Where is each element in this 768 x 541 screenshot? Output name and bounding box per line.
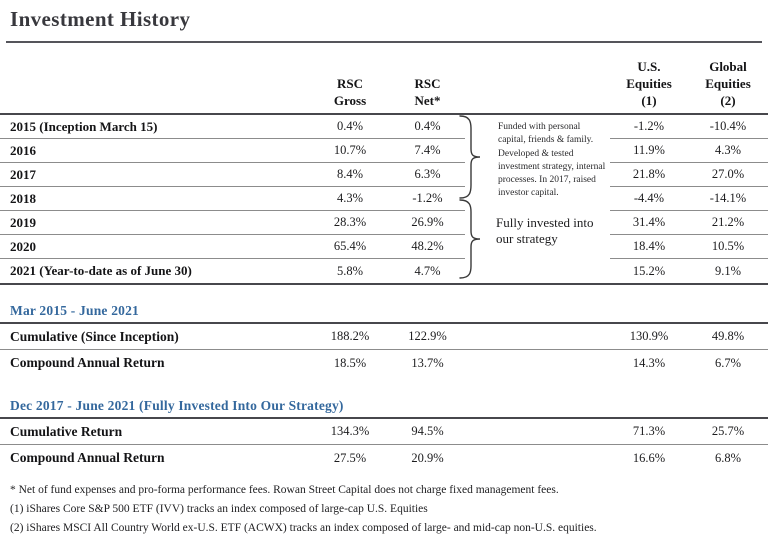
rsc-net-value: 7.4% bbox=[390, 139, 465, 163]
footnote-acwx: (2) iShares MSCI All Country World ex-U.… bbox=[10, 522, 597, 534]
rsc-net-value: 20.9% bbox=[411, 450, 444, 465]
rsc-net-value: 48.2% bbox=[390, 235, 465, 259]
rsc-net-value: 122.9% bbox=[408, 329, 447, 343]
rsc-gross-value: 188.2% bbox=[330, 329, 370, 343]
year-label: 2019 bbox=[0, 211, 310, 235]
table-header-row: RSC Gross RSC Net* U.S. Equities (1) Glo… bbox=[0, 45, 768, 113]
us-equities-value: 11.9% bbox=[610, 139, 688, 163]
year-label: 2021 (Year-to-date as of June 30) bbox=[10, 263, 192, 278]
page-title: Investment History bbox=[10, 7, 191, 31]
table-row-2020: 2020 65.4% 48.2% 18.4% 10.5% bbox=[0, 235, 768, 259]
brace-early-years-icon bbox=[459, 115, 481, 199]
us-equities-value: 14.3% bbox=[632, 355, 666, 370]
global-equities-value: 10.5% bbox=[688, 235, 768, 259]
header-divider bbox=[0, 113, 768, 115]
us-equities-value: -4.4% bbox=[610, 187, 688, 211]
rsc-net-value: 13.7% bbox=[411, 355, 444, 370]
year-label: 2015 (Inception March 15) bbox=[0, 115, 310, 139]
table-row-2019: 2019 28.3% 26.9% 31.4% 21.2% bbox=[0, 211, 768, 235]
summary-row-cumulative: Cumulative (Since Inception) 188.2% 122.… bbox=[0, 324, 768, 350]
global-equities-value: 4.3% bbox=[688, 139, 768, 163]
section-heading-divider bbox=[0, 322, 768, 324]
summary-row-cumulative: Cumulative Return 134.3% 94.5% 71.3% 25.… bbox=[0, 419, 768, 445]
rsc-gross-value: 8.4% bbox=[310, 163, 390, 187]
table-bottom-divider bbox=[0, 283, 768, 285]
rsc-gross-value: 27.5% bbox=[333, 450, 367, 465]
summary-row-compound: Compound Annual Return 18.5% 13.7% 14.3%… bbox=[0, 350, 768, 376]
global-equities-value: -14.1% bbox=[688, 187, 768, 211]
annotation-overlay: Funded with personal capital, friends & … bbox=[458, 113, 614, 285]
rsc-gross-value: 18.5% bbox=[333, 355, 367, 370]
us-equities-value: 31.4% bbox=[610, 211, 688, 235]
section-heading-divider bbox=[0, 417, 768, 419]
year-label: 2016 bbox=[0, 139, 310, 163]
section-heading: Dec 2017 - June 2021 (Fully Invested Int… bbox=[10, 398, 344, 413]
us-equities-value: 21.8% bbox=[610, 163, 688, 187]
rsc-net-value: 26.9% bbox=[390, 211, 465, 235]
year-label: 2017 bbox=[0, 163, 310, 187]
global-equities-value: 6.7% bbox=[714, 355, 742, 370]
footnote-net-fees: * Net of fund expenses and pro-forma per… bbox=[10, 484, 559, 496]
table-row-2018: 2018 4.3% -1.2% -4.4% -14.1% bbox=[0, 187, 768, 211]
returns-table: RSC Gross RSC Net* U.S. Equities (1) Glo… bbox=[0, 45, 768, 471]
us-equities-value: -1.2% bbox=[610, 115, 688, 139]
rsc-gross-value: 4.3% bbox=[310, 187, 390, 211]
header-annotation-spacer bbox=[465, 45, 610, 113]
rsc-gross-value: 10.7% bbox=[310, 139, 390, 163]
footnotes: * Net of fund expenses and pro-forma per… bbox=[10, 481, 760, 538]
annotation-later-years: Fully invested into our strategy bbox=[496, 215, 594, 247]
summary-label: Cumulative (Since Inception) bbox=[10, 328, 179, 344]
section-fully-invested: Dec 2017 - June 2021 (Fully Invested Int… bbox=[0, 396, 768, 471]
summary-row-compound: Compound Annual Return 27.5% 20.9% 16.6%… bbox=[0, 445, 768, 471]
global-equities-value: 49.8% bbox=[711, 329, 745, 343]
global-equities-value: 21.2% bbox=[688, 211, 768, 235]
section-heading: Mar 2015 - June 2021 bbox=[10, 303, 139, 318]
column-header-global-equities: Global Equities (2) bbox=[705, 59, 751, 109]
global-equities-value: -10.4% bbox=[688, 115, 768, 139]
section-since-inception: Mar 2015 - June 2021 Cumulative (Since I… bbox=[0, 301, 768, 376]
footnote-ivv: (1) iShares Core S&P 500 ETF (IVV) track… bbox=[10, 503, 428, 515]
annotation-early-years: Funded with personal capital, friends & … bbox=[498, 122, 606, 199]
rsc-net-value: 0.4% bbox=[390, 115, 465, 139]
global-equities-value: 9.1% bbox=[714, 263, 742, 278]
summary-label: Compound Annual Return bbox=[10, 450, 165, 465]
rsc-net-value: 6.3% bbox=[390, 163, 465, 187]
title-divider bbox=[6, 41, 762, 43]
column-header-rsc-gross: RSC Gross bbox=[333, 76, 367, 109]
rsc-gross-value: 5.8% bbox=[336, 263, 364, 278]
brace-later-years-icon bbox=[459, 199, 481, 279]
header-spacer bbox=[0, 45, 310, 113]
table-row-2021: 2021 (Year-to-date as of June 30) 5.8% 4… bbox=[0, 259, 768, 283]
rsc-gross-value: 65.4% bbox=[310, 235, 390, 259]
rsc-gross-value: 28.3% bbox=[310, 211, 390, 235]
global-equities-value: 25.7% bbox=[711, 424, 745, 438]
year-label: 2018 bbox=[0, 187, 310, 211]
table-row-2017: 2017 8.4% 6.3% 21.8% 27.0% bbox=[0, 163, 768, 187]
rsc-net-value: 94.5% bbox=[411, 424, 444, 438]
table-row-2016: 2016 10.7% 7.4% 11.9% 4.3% bbox=[0, 139, 768, 163]
us-equities-value: 18.4% bbox=[610, 235, 688, 259]
rsc-net-value: 4.7% bbox=[414, 263, 441, 278]
column-header-us-equities: U.S. Equities (1) bbox=[626, 59, 672, 109]
summary-label: Compound Annual Return bbox=[10, 355, 165, 370]
summary-label: Cumulative Return bbox=[10, 423, 123, 439]
year-label: 2020 bbox=[0, 235, 310, 259]
us-equities-value: 71.3% bbox=[632, 424, 666, 438]
global-equities-value: 6.8% bbox=[714, 450, 742, 465]
column-header-rsc-net: RSC Net* bbox=[414, 76, 441, 109]
us-equities-value: 16.6% bbox=[632, 450, 666, 465]
rsc-gross-value: 0.4% bbox=[310, 115, 390, 139]
rsc-gross-value: 134.3% bbox=[330, 424, 370, 438]
us-equities-value: 130.9% bbox=[629, 329, 669, 343]
global-equities-value: 27.0% bbox=[688, 163, 768, 187]
us-equities-value: 15.2% bbox=[632, 263, 666, 278]
rsc-net-value: -1.2% bbox=[390, 187, 465, 211]
table-row-2015: 2015 (Inception March 15) 0.4% 0.4% -1.2… bbox=[0, 115, 768, 139]
